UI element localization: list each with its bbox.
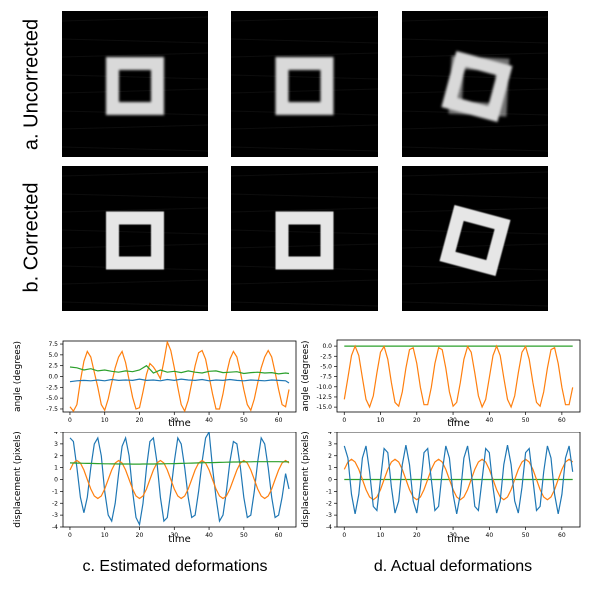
x-axis-label: time xyxy=(447,418,470,428)
x-tick-label: 60 xyxy=(275,532,283,539)
x-axis-label: time xyxy=(447,534,470,544)
y-tick-label: 7.5 xyxy=(48,341,58,348)
y-tick-label: -7.5 xyxy=(46,406,58,413)
y-tick-label: 3 xyxy=(328,441,332,448)
y-tick-label: 1 xyxy=(328,465,332,472)
y-tick-label: 0 xyxy=(54,477,58,484)
recon-uncorrected-3 xyxy=(402,11,548,157)
series-line-green xyxy=(69,461,290,465)
recon-corrected-3 xyxy=(402,166,548,311)
y-tick-label: -2.5 xyxy=(46,384,58,391)
y-tick-label: -3 xyxy=(52,512,58,519)
y-axis-label: angle (degrees) xyxy=(13,341,23,412)
y-axis-label: displacement (pixels) xyxy=(13,432,23,528)
series-line-orange xyxy=(69,341,290,412)
plot-frame xyxy=(62,340,297,413)
x-tick-label: 20 xyxy=(136,532,144,539)
y-tick-label: -1 xyxy=(52,488,58,495)
chart-estimated-angle: 0 10 20 30 40 50 60 -7.5 -5.0 -2.5 0.0 2.5 5.0 7.5 tim… xyxy=(13,340,297,428)
x-tick-label: 50 xyxy=(522,417,530,424)
y-tick-label: 2.5 xyxy=(48,363,58,370)
series-line-orange xyxy=(343,344,574,409)
y-tick-label: -5.0 xyxy=(46,395,58,402)
y-tick-label: -4 xyxy=(52,524,58,531)
x-tick-label: 0 xyxy=(68,532,72,539)
x-tick-label: 0 xyxy=(68,417,72,424)
x-tick-label: 10 xyxy=(377,532,385,539)
y-tick-label: 1 xyxy=(54,465,58,472)
x-tick-label: 10 xyxy=(101,417,109,424)
caption-actual: d. Actual deformations xyxy=(373,558,533,575)
y-tick-label: -3 xyxy=(326,512,332,519)
y-tick-label: 2 xyxy=(54,453,58,460)
y-tick-label: 3 xyxy=(54,441,58,448)
row-label-uncorrected: a. Uncorrected xyxy=(20,18,43,151)
row-label-corrected: b. Corrected xyxy=(20,182,43,293)
x-tick-label: 50 xyxy=(240,417,248,424)
x-tick-label: 60 xyxy=(558,417,566,424)
x-tick-label: 60 xyxy=(275,417,283,424)
chart-actual-displacement: 0 10 20 30 40 50 60 -4 -3 -2 -1 0 1 2 3 4 time displaceme… xyxy=(301,432,581,544)
x-tick-label: 50 xyxy=(522,532,530,539)
y-tick-label: -15.0 xyxy=(316,404,332,411)
series-line-blue xyxy=(69,432,290,527)
y-tick-label: -10.0 xyxy=(316,384,332,391)
x-axis-label: time xyxy=(168,418,191,428)
y-axis-label: displacement (pixels) xyxy=(301,432,311,528)
y-tick-label: -2.5 xyxy=(320,353,332,360)
recon-corrected-1 xyxy=(62,166,208,311)
x-tick-label: 50 xyxy=(240,532,248,539)
plot-frame xyxy=(62,432,297,528)
y-tick-label: 4 xyxy=(54,432,58,436)
y-tick-label: -12.5 xyxy=(316,394,332,401)
x-tick-label: 30 xyxy=(449,417,457,424)
y-tick-label: -1 xyxy=(326,488,332,495)
x-tick-label: 40 xyxy=(205,417,213,424)
x-tick-label: 10 xyxy=(101,532,109,539)
x-tick-label: 10 xyxy=(377,417,385,424)
y-tick-label: -7.5 xyxy=(320,374,332,381)
caption-estimated: c. Estimated deformations xyxy=(82,558,268,575)
recon-uncorrected-2 xyxy=(231,11,378,157)
y-axis-label: angle (degrees) xyxy=(301,340,311,411)
x-tick-label: 20 xyxy=(413,532,421,539)
y-tick-label: 0.0 xyxy=(48,374,58,381)
chart-estimated-displacement: 0 10 20 30 40 50 60 -4 -3 -2 -1 0 1 2 3 4 time displaceme… xyxy=(13,432,297,544)
y-tick-label: 2 xyxy=(328,453,332,460)
y-tick-label: -2 xyxy=(326,500,332,507)
recon-corrected-2 xyxy=(231,166,378,311)
chart-actual-angle: 0 10 20 30 40 50 60 0.0 -2.5 -5.0 -7.5 -10.0 -12.5 -1… xyxy=(301,339,581,428)
x-tick-label: 40 xyxy=(486,417,494,424)
x-tick-label: 30 xyxy=(170,417,178,424)
series-line-orange xyxy=(69,459,290,500)
y-tick-label: -2 xyxy=(52,500,58,507)
y-tick-label: 4 xyxy=(328,432,332,436)
x-tick-label: 40 xyxy=(486,532,494,539)
y-tick-label: -5.0 xyxy=(320,363,332,370)
x-tick-label: 0 xyxy=(342,417,346,424)
series-line-orange xyxy=(343,458,574,501)
y-tick-label: 0 xyxy=(328,477,332,484)
x-tick-label: 30 xyxy=(449,532,457,539)
series-line-blue xyxy=(69,378,290,384)
x-tick-label: 40 xyxy=(205,532,213,539)
recon-uncorrected-1 xyxy=(62,11,208,157)
plot-frame xyxy=(336,339,581,413)
x-tick-label: 20 xyxy=(413,417,421,424)
x-axis-label: time xyxy=(168,534,191,544)
x-tick-label: 30 xyxy=(170,532,178,539)
series-line-green xyxy=(69,364,290,375)
y-tick-label: 0.0 xyxy=(322,343,332,350)
series-line-blue xyxy=(343,444,574,515)
x-tick-label: 20 xyxy=(136,417,144,424)
x-tick-label: 60 xyxy=(558,532,566,539)
x-tick-label: 0 xyxy=(342,532,346,539)
y-tick-label: -4 xyxy=(326,524,332,531)
y-tick-label: 5.0 xyxy=(48,352,58,359)
